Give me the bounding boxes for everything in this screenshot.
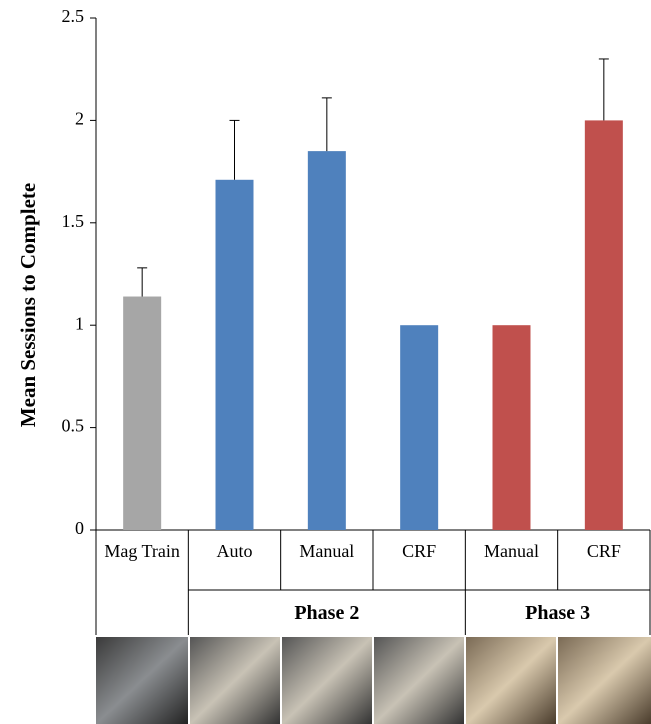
x-tick-label: Manual [472, 540, 552, 562]
page: Mean Sessions to Complete 0 0.5 1 1.5 2 2.5 M… [0, 0, 651, 724]
y-tick-label: 1 [75, 313, 84, 333]
x-tick-label: Manual [287, 540, 367, 562]
y-tick-label: 2.5 [62, 6, 85, 26]
x-tick-label: CRF [379, 540, 459, 562]
group-label: Phase 2 [188, 602, 465, 625]
x-tick-label: Mag Train [102, 540, 182, 562]
bar [400, 325, 438, 530]
y-tick-label: 0.5 [62, 416, 85, 436]
bar [123, 297, 161, 530]
y-tick-label: 1.5 [62, 211, 85, 231]
photo-strip [96, 637, 651, 724]
group-label: Phase 3 [465, 602, 650, 625]
bar [493, 325, 531, 530]
bar [216, 180, 254, 530]
y-axis-label: Mean Sessions to Complete [16, 183, 40, 427]
x-tick-label: CRF [564, 540, 644, 562]
bar [585, 120, 623, 530]
x-tick-label: Auto [195, 540, 275, 562]
y-tick-label: 0 [75, 518, 84, 538]
bar [308, 151, 346, 530]
y-tick-label: 2 [75, 109, 84, 129]
